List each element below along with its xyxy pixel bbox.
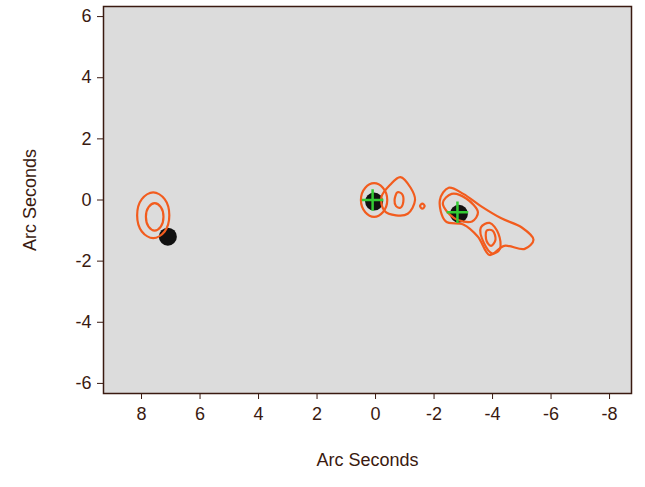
- svg-text:Arc Seconds: Arc Seconds: [316, 450, 418, 470]
- svg-text:0: 0: [81, 190, 91, 210]
- svg-text:2: 2: [312, 404, 322, 424]
- svg-text:4: 4: [81, 67, 91, 87]
- svg-text:-8: -8: [602, 404, 618, 424]
- svg-text:-2: -2: [75, 251, 91, 271]
- svg-text:-2: -2: [426, 404, 442, 424]
- svg-text:-4: -4: [485, 404, 501, 424]
- svg-text:6: 6: [195, 404, 205, 424]
- svg-text:6: 6: [81, 6, 91, 26]
- svg-text:0: 0: [371, 404, 381, 424]
- svg-text:-6: -6: [75, 373, 91, 393]
- svg-text:-4: -4: [75, 312, 91, 332]
- svg-text:8: 8: [137, 404, 147, 424]
- svg-text:Arc Seconds: Arc Seconds: [20, 149, 40, 251]
- svg-text:4: 4: [254, 404, 264, 424]
- svg-text:-6: -6: [543, 404, 559, 424]
- svg-text:2: 2: [81, 129, 91, 149]
